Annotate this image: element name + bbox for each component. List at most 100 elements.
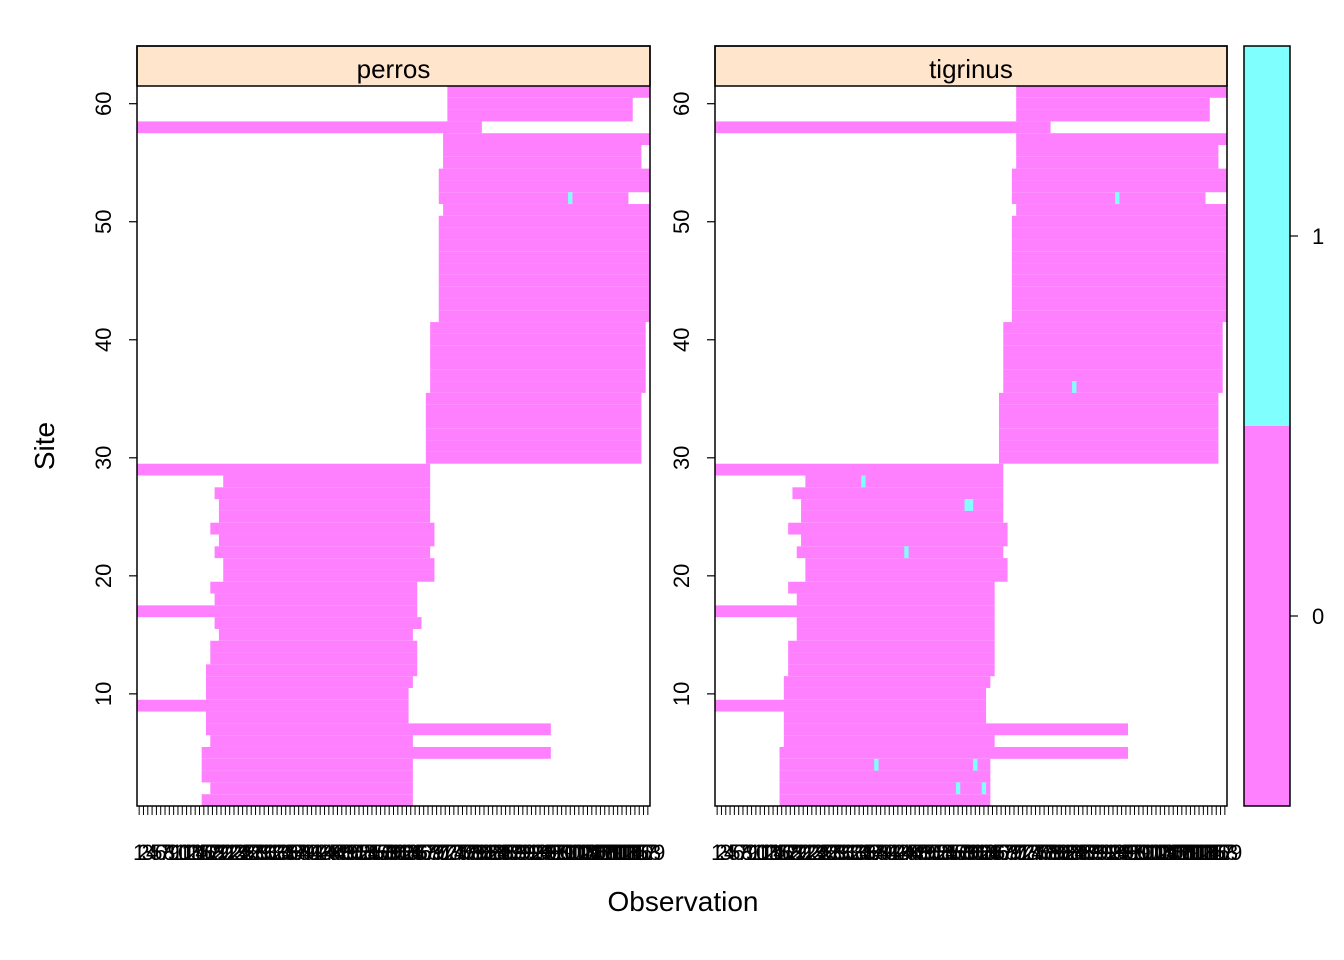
x-tick-label: 27 xyxy=(239,840,263,865)
panel-tigrinus: tigrinus10203040506012345678910111213141… xyxy=(669,45,1242,865)
x-tick-label: 12 xyxy=(174,840,198,865)
x-tick-label: 78 xyxy=(1036,840,1060,865)
x-tick-label: 61 xyxy=(963,840,987,865)
x-tick-label: 33 xyxy=(843,840,867,865)
cell-range xyxy=(201,794,413,806)
x-tick-label: 56 xyxy=(942,840,966,865)
x-tick-label: 83 xyxy=(480,840,504,865)
x-tick-label: 115 xyxy=(613,840,648,865)
x-tick-label: 59 xyxy=(377,840,401,865)
x-tick-label: 1 xyxy=(133,840,145,865)
x-tick-label: 76 xyxy=(450,840,474,865)
y-tick-label: 50 xyxy=(669,209,694,233)
x-tick-label: 47 xyxy=(903,840,927,865)
cell-range xyxy=(438,180,650,193)
cell-range xyxy=(715,121,1051,134)
cell-range xyxy=(998,440,1219,452)
x-tick-label: 91 xyxy=(515,840,539,865)
cell-range xyxy=(205,687,409,700)
cell-range xyxy=(218,510,431,523)
cell-range xyxy=(223,569,435,582)
x-tick-label: 97 xyxy=(1118,840,1142,865)
x-tick-label: 23 xyxy=(222,840,246,865)
cell-range xyxy=(447,86,650,98)
cell-range xyxy=(998,416,1219,429)
cell-range xyxy=(1016,156,1219,169)
x-tick-label: 35 xyxy=(851,840,875,865)
x-tick-label: 68 xyxy=(416,840,440,865)
cell-range xyxy=(788,522,1008,535)
x-tick-label: 56 xyxy=(364,840,388,865)
cell-range xyxy=(137,121,482,134)
x-tick-label: 15 xyxy=(187,840,211,865)
cell-range xyxy=(438,215,650,228)
x-tick-label: 24 xyxy=(226,840,250,865)
cell-detection xyxy=(1115,192,1120,205)
x-tick-label: 32 xyxy=(261,840,285,865)
cell-range xyxy=(218,534,435,547)
x-tick-label: 102 xyxy=(556,840,593,865)
cell-range xyxy=(443,133,650,146)
x-tick-label: 46 xyxy=(899,840,923,865)
x-tick-label: 58 xyxy=(950,840,974,865)
x-tick-label: 22 xyxy=(795,840,819,865)
x-tick-label: 99 xyxy=(549,840,573,865)
x-tick-label: 104 xyxy=(1142,840,1179,865)
x-tick-label: 117 xyxy=(1199,840,1234,865)
x-axis-label: Observation xyxy=(608,886,759,917)
cell-range xyxy=(438,239,650,252)
y-tick-label: 20 xyxy=(91,564,116,588)
x-tick-label: 74 xyxy=(442,840,466,865)
x-tick-label: 100 xyxy=(1125,840,1162,865)
cell-range xyxy=(210,640,418,653)
x-tick-label: 101 xyxy=(1129,840,1166,865)
cell-range xyxy=(788,581,995,594)
x-tick-label: 110 xyxy=(592,840,627,865)
cell-range xyxy=(205,723,551,736)
x-tick-label: 49 xyxy=(911,840,935,865)
x-tick-label: 81 xyxy=(472,840,496,865)
color-key-tick-label: 1 xyxy=(1312,224,1324,249)
x-tick-label: 69 xyxy=(997,840,1021,865)
y-axis-label: Site xyxy=(29,422,60,470)
x-tick-label: 103 xyxy=(561,840,598,865)
panel-perros: perros1020304050601234567891011121314151… xyxy=(91,45,665,865)
x-tick-label: 24 xyxy=(804,840,828,865)
color-key: 01 xyxy=(1243,45,1324,807)
cell-range xyxy=(443,156,642,169)
x-tick-label: 96 xyxy=(1114,840,1138,865)
cell-range xyxy=(801,510,1004,523)
y-tick-label: 20 xyxy=(669,564,694,588)
cell-range xyxy=(998,392,1219,405)
x-tick-label: 105 xyxy=(1146,840,1183,865)
x-tick-label: 41 xyxy=(877,840,901,865)
cell-range xyxy=(201,770,413,783)
x-tick-label: 34 xyxy=(847,840,871,865)
x-tick-label: 62 xyxy=(967,840,991,865)
x-tick-label: 77 xyxy=(455,840,479,865)
cell-range xyxy=(1016,204,1227,216)
cell-range xyxy=(1011,274,1227,287)
cell-detection xyxy=(973,758,978,771)
cell-range xyxy=(1016,133,1227,146)
x-tick-label: 54 xyxy=(355,840,379,865)
x-tick-label: 48 xyxy=(907,840,931,865)
x-tick-label: 32 xyxy=(838,840,862,865)
x-tick-label: 11 xyxy=(749,840,772,865)
x-tick-label: 13 xyxy=(757,840,781,865)
cell-range xyxy=(1003,357,1223,370)
x-tick-label: 80 xyxy=(467,840,491,865)
cell-detection xyxy=(955,782,961,795)
x-tick-label: 38 xyxy=(864,840,888,865)
x-tick-label: 70 xyxy=(424,840,448,865)
cell-range xyxy=(218,499,431,511)
cell-range xyxy=(805,475,1004,488)
x-tick-label: 86 xyxy=(1071,840,1095,865)
x-tick-label: 99 xyxy=(1127,840,1151,865)
cell-range xyxy=(210,522,435,535)
x-tick-label: 51 xyxy=(920,840,944,865)
x-tick-label: 116 xyxy=(1194,840,1229,865)
cell-range xyxy=(214,617,422,629)
x-tick-label: 30 xyxy=(830,840,854,865)
cell-range xyxy=(1003,333,1223,346)
